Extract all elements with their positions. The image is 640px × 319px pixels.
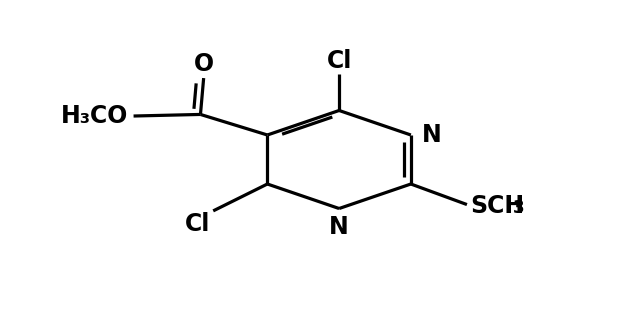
Text: SCH: SCH: [470, 194, 524, 218]
Text: N: N: [422, 123, 442, 147]
Text: H₃CO: H₃CO: [61, 104, 129, 128]
Text: N: N: [329, 215, 349, 240]
Text: Cl: Cl: [185, 212, 210, 236]
Text: O: O: [193, 53, 214, 77]
Text: 3: 3: [513, 199, 524, 217]
Text: Cl: Cl: [326, 48, 352, 72]
